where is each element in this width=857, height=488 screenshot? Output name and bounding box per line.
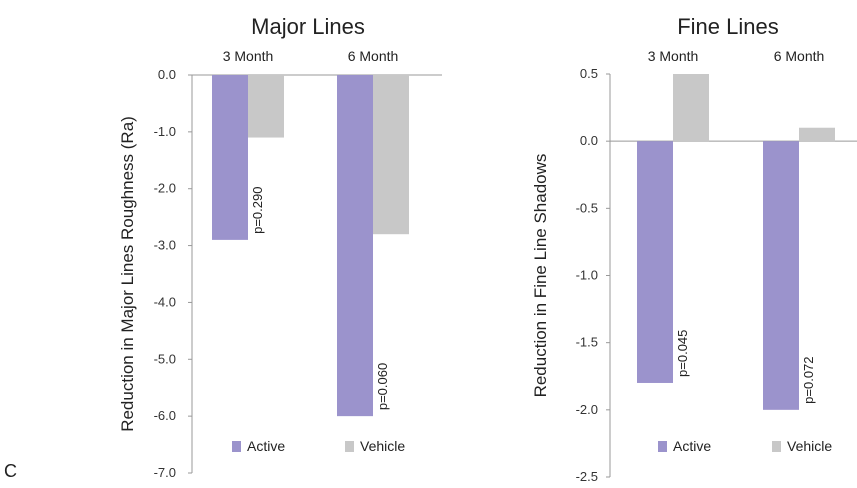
bar-active [337, 75, 373, 417]
chart-title: Fine Lines [677, 14, 779, 39]
y-tick-label: -1.5 [576, 335, 598, 350]
bar-vehicle [373, 75, 409, 235]
p-value-label: p=0.060 [375, 363, 390, 410]
category-label: 6 Month [348, 48, 399, 64]
y-tick-label: -7.0 [154, 465, 176, 480]
y-tick-label: -3.0 [154, 238, 176, 253]
p-value-label: p=0.072 [801, 356, 816, 403]
bar-active [637, 141, 673, 383]
legend-swatch-vehicle [345, 441, 354, 452]
category-label: 3 Month [648, 48, 699, 64]
y-tick-label: -0.5 [576, 200, 598, 215]
y-tick-label: -1.0 [576, 268, 598, 283]
bar-active [763, 141, 799, 410]
y-tick-label: -2.0 [154, 181, 176, 196]
bar-active [212, 75, 248, 240]
p-value-label: p=0.290 [250, 187, 265, 234]
y-tick-label: 0.0 [158, 67, 176, 82]
y-tick-label: -2.5 [576, 469, 598, 484]
legend-swatch-active [232, 441, 241, 452]
y-axis-label: Reduction in Fine Line Shadows [531, 154, 550, 398]
y-tick-label: -4.0 [154, 294, 176, 309]
y-tick-label: -1.0 [154, 124, 176, 139]
y-tick-label: -5.0 [154, 351, 176, 366]
p-value-label: p=0.045 [675, 330, 690, 377]
category-label: 6 Month [774, 48, 825, 64]
legend-swatch-vehicle [772, 441, 781, 452]
bar-vehicle [673, 74, 709, 142]
legend-label-active: Active [673, 438, 711, 454]
legend-label-vehicle: Vehicle [360, 438, 405, 454]
chart-title: Major Lines [251, 14, 365, 39]
legend-label-active: Active [247, 438, 285, 454]
bar-vehicle [248, 75, 284, 138]
bar-vehicle [799, 127, 835, 142]
y-tick-label: -6.0 [154, 408, 176, 423]
legend-swatch-active [658, 441, 667, 452]
panel-letter: C [4, 461, 17, 481]
y-tick-label: -2.0 [576, 402, 598, 417]
y-axis-label: Reduction in Major Lines Roughness (Ra) [118, 116, 137, 432]
y-tick-label: 0.0 [580, 133, 598, 148]
category-label: 3 Month [223, 48, 274, 64]
legend-label-vehicle: Vehicle [787, 438, 832, 454]
y-tick-label: 0.5 [580, 66, 598, 81]
